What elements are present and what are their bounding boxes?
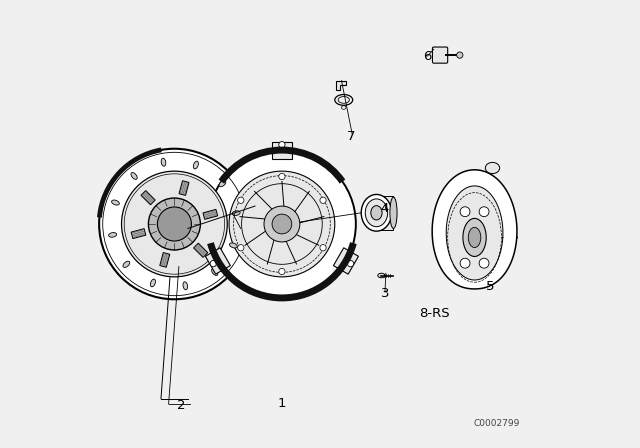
Text: 8-RS: 8-RS bbox=[419, 307, 449, 320]
FancyBboxPatch shape bbox=[131, 228, 146, 239]
Circle shape bbox=[237, 197, 244, 203]
FancyBboxPatch shape bbox=[179, 181, 189, 195]
Circle shape bbox=[279, 173, 285, 180]
Ellipse shape bbox=[378, 273, 385, 278]
Polygon shape bbox=[446, 186, 503, 280]
Text: 3: 3 bbox=[381, 287, 389, 300]
Circle shape bbox=[320, 197, 326, 203]
Circle shape bbox=[479, 258, 489, 268]
Text: 4: 4 bbox=[381, 202, 389, 215]
Ellipse shape bbox=[230, 243, 237, 248]
Circle shape bbox=[348, 261, 354, 267]
Circle shape bbox=[122, 171, 227, 277]
Circle shape bbox=[279, 268, 285, 275]
Ellipse shape bbox=[365, 199, 388, 227]
Text: 2: 2 bbox=[177, 399, 186, 412]
Ellipse shape bbox=[109, 233, 116, 237]
Ellipse shape bbox=[161, 158, 166, 166]
Text: 1: 1 bbox=[278, 396, 286, 410]
Ellipse shape bbox=[131, 172, 137, 179]
Ellipse shape bbox=[123, 261, 130, 267]
Circle shape bbox=[460, 207, 470, 217]
Ellipse shape bbox=[183, 282, 188, 290]
Ellipse shape bbox=[111, 200, 119, 205]
Circle shape bbox=[279, 142, 285, 148]
Ellipse shape bbox=[371, 206, 382, 220]
Polygon shape bbox=[336, 81, 346, 90]
Text: C0002799: C0002799 bbox=[474, 419, 520, 428]
FancyBboxPatch shape bbox=[433, 47, 448, 63]
Circle shape bbox=[272, 214, 292, 234]
Ellipse shape bbox=[390, 197, 397, 228]
Circle shape bbox=[208, 150, 356, 298]
FancyBboxPatch shape bbox=[193, 243, 208, 258]
Ellipse shape bbox=[485, 162, 500, 174]
Ellipse shape bbox=[468, 228, 481, 247]
FancyBboxPatch shape bbox=[333, 248, 358, 274]
Circle shape bbox=[264, 206, 300, 242]
Circle shape bbox=[99, 149, 250, 299]
Circle shape bbox=[479, 207, 489, 217]
Ellipse shape bbox=[212, 269, 218, 276]
Circle shape bbox=[456, 52, 463, 58]
Circle shape bbox=[210, 261, 216, 267]
Circle shape bbox=[229, 171, 335, 277]
Circle shape bbox=[320, 245, 326, 251]
Text: 7: 7 bbox=[347, 130, 356, 143]
Ellipse shape bbox=[219, 181, 226, 187]
Ellipse shape bbox=[150, 279, 156, 287]
Ellipse shape bbox=[232, 211, 240, 215]
Text: 5: 5 bbox=[486, 280, 495, 293]
FancyBboxPatch shape bbox=[376, 196, 394, 230]
FancyBboxPatch shape bbox=[271, 142, 292, 159]
Ellipse shape bbox=[193, 161, 198, 169]
Polygon shape bbox=[432, 170, 517, 289]
Circle shape bbox=[148, 198, 200, 250]
Ellipse shape bbox=[463, 219, 486, 256]
Ellipse shape bbox=[361, 194, 392, 231]
Circle shape bbox=[237, 245, 244, 251]
FancyBboxPatch shape bbox=[141, 190, 156, 205]
FancyBboxPatch shape bbox=[205, 248, 230, 274]
Circle shape bbox=[157, 207, 191, 241]
Text: 6: 6 bbox=[423, 49, 432, 63]
Circle shape bbox=[460, 258, 470, 268]
FancyBboxPatch shape bbox=[160, 253, 170, 267]
FancyBboxPatch shape bbox=[203, 209, 218, 220]
